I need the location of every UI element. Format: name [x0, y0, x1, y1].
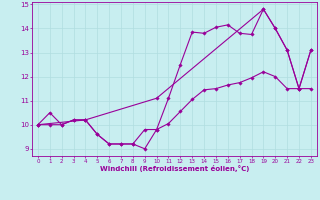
X-axis label: Windchill (Refroidissement éolien,°C): Windchill (Refroidissement éolien,°C)	[100, 165, 249, 172]
